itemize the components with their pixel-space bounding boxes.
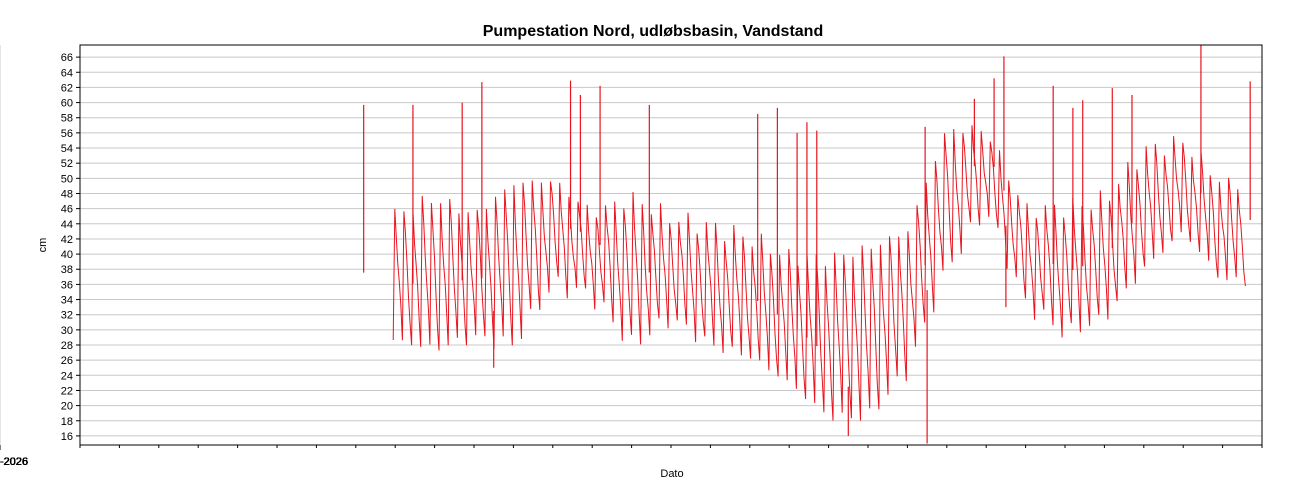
- y-tick-label: 38: [61, 264, 73, 276]
- y-tick-label: 50: [61, 173, 73, 185]
- x-tick-label: 05-03-2026: [0, 456, 28, 468]
- x-tick-label: 02-04-2026: [0, 456, 28, 468]
- y-tick-label: 26: [61, 355, 73, 367]
- y-tick-label: 20: [61, 401, 73, 413]
- x-axis-label: Dato: [660, 468, 683, 480]
- y-tick-label: 34: [61, 295, 73, 307]
- x-tick-label: 25-03-2026: [0, 456, 28, 468]
- y-tick-label: 66: [61, 52, 73, 64]
- y-axis-label: cm: [37, 238, 49, 253]
- y-tick-label: 40: [61, 249, 73, 261]
- x-tick-label: 03-03-2026: [0, 456, 28, 468]
- y-tick-label: 56: [61, 128, 73, 140]
- y-tick-label: 22: [61, 385, 73, 397]
- x-tick-label: 15-03-2026: [0, 456, 28, 468]
- y-tick-label: 52: [61, 158, 73, 170]
- axes: 03-03-202605-03-202607-03-202609-03-2026…: [0, 52, 1263, 468]
- y-tick-label: 30: [61, 325, 73, 337]
- x-tick-label: 31-03-2026: [0, 456, 28, 468]
- y-tick-label: 28: [61, 340, 73, 352]
- x-tick-label: 27-03-2026: [0, 456, 28, 468]
- y-tick-label: 62: [61, 82, 73, 94]
- x-tick-label: 11-03-2026: [0, 456, 28, 468]
- y-tick-label: 16: [61, 431, 73, 443]
- y-tick-label: 58: [61, 113, 73, 125]
- y-tick-label: 24: [61, 370, 73, 382]
- x-tick-label: 23-03-2026: [0, 456, 28, 468]
- y-tick-label: 36: [61, 279, 73, 291]
- y-tick-label: 42: [61, 234, 73, 246]
- chart-title: Pumpestation Nord, udløbsbasin, Vandstan…: [483, 23, 823, 40]
- data-series: [363, 45, 1251, 444]
- series-line: [392, 125, 1246, 421]
- x-tick-label: 21-03-2026: [0, 456, 28, 468]
- y-tick-label: 18: [61, 416, 73, 428]
- x-tick-label: 09-03-2026: [0, 456, 28, 468]
- y-tick-label: 32: [61, 310, 73, 322]
- x-tick-label: 29-03-2026: [0, 456, 28, 468]
- x-tick-label: 19-03-2026: [0, 456, 28, 468]
- y-tick-label: 54: [61, 143, 73, 155]
- y-tick-label: 44: [61, 219, 73, 231]
- x-tick-label: 17-03-2026: [0, 456, 28, 468]
- y-tick-label: 64: [61, 67, 73, 79]
- y-tick-label: 48: [61, 188, 73, 200]
- y-tick-label: 46: [61, 204, 73, 216]
- x-tick-label: 07-03-2026: [0, 456, 28, 468]
- x-tick-label: 13-03-2026: [0, 456, 28, 468]
- y-tick-label: 60: [61, 98, 73, 110]
